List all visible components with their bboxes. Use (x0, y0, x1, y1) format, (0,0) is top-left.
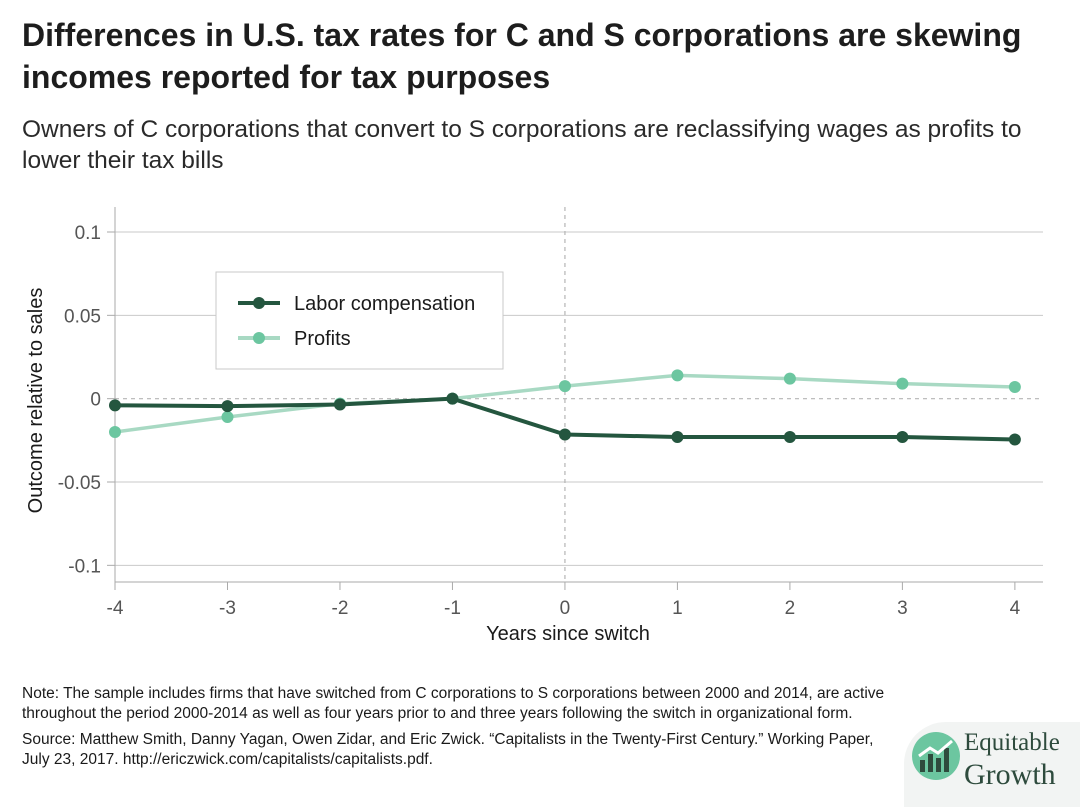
data-point-profits (1008, 381, 1021, 393)
x-tick-label: -3 (219, 598, 236, 619)
y-tick-label: 0.05 (64, 306, 101, 327)
legend-label: Profits (294, 328, 351, 350)
chart-title: Differences in U.S. tax rates for C and … (22, 17, 1022, 95)
data-point-labor (221, 400, 234, 413)
data-point-labor (333, 398, 346, 411)
x-axis-title: Years since switch (486, 623, 650, 645)
y-axis-title: Outcome relative to sales (25, 288, 47, 514)
y-tick-label: 0 (90, 390, 101, 411)
source-text: Source: Matthew Smith, Danny Yagan, Owen… (22, 731, 874, 768)
growth-chart-logo-icon (912, 732, 960, 780)
x-tick-label: 1 (672, 598, 683, 619)
x-tick-label: 2 (785, 598, 796, 619)
data-point-labor (558, 428, 571, 441)
data-point-profits (896, 377, 909, 390)
reference-lines (115, 207, 1043, 582)
legend-label: Labor compensation (294, 293, 475, 315)
legend-swatch-marker (253, 297, 265, 309)
data-point-profits (671, 369, 684, 382)
x-tick-label: -2 (332, 598, 349, 619)
axes: 0.1 0.05 0 -0.05 -0.1 -4 -3 -2 -1 0 1 2 3 4 Years sinc… (25, 207, 1043, 645)
data-point-labor (1008, 433, 1021, 446)
data-point-labor (896, 431, 909, 443)
y-tick-label: 0.1 (75, 223, 101, 244)
data-point-profits (221, 411, 234, 423)
legend-box (215, 271, 504, 370)
data-point-profits (558, 380, 571, 393)
x-tick-label: 4 (1010, 598, 1021, 619)
x-tick-label: 0 (560, 598, 571, 619)
x-tick-label: -4 (107, 598, 124, 619)
note-text: Note: The sample includes firms that hav… (22, 685, 885, 722)
chart-subtitle: Owners of C corporations that convert to… (22, 116, 1022, 174)
x-tick-label: -1 (444, 598, 461, 619)
chart-notes: Note: The sample includes firms that hav… (22, 684, 902, 776)
legend: Labor compensation Profits (215, 271, 504, 370)
data-point-labor (671, 431, 684, 443)
x-tick-label: 3 (897, 598, 908, 619)
data-point-labor (446, 392, 459, 405)
y-tick-label: -0.05 (58, 473, 101, 494)
data-point-labor (783, 431, 796, 443)
y-tick-label: -0.1 (68, 556, 101, 577)
line-chart: 0.1 0.05 0 -0.05 -0.1 -4 -3 -2 -1 0 1 2 3 4 Years sinc… (25, 207, 1043, 645)
equitable-growth-logo: Equitable Growth (904, 722, 1080, 807)
logo-line2: Growth (964, 758, 1056, 791)
logo-line1: Equitable (964, 729, 1060, 756)
series-lines (109, 369, 1021, 446)
legend-swatch-marker (253, 332, 265, 344)
data-point-profits (109, 426, 121, 438)
data-point-labor (109, 399, 121, 412)
data-point-profits (783, 372, 796, 385)
